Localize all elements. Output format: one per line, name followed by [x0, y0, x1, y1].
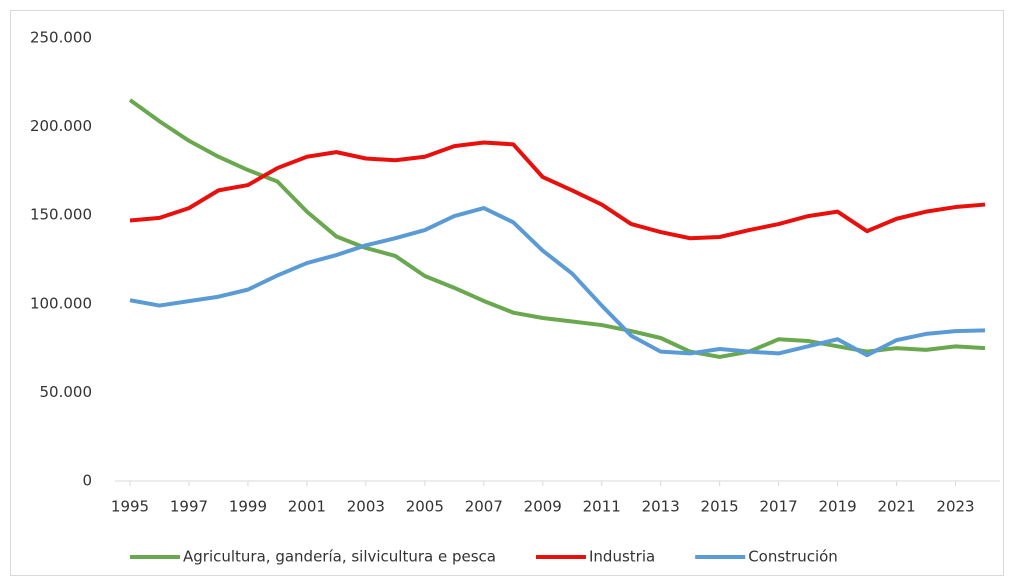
- x-tick-label: 2001: [288, 498, 326, 516]
- x-tick-label: 2017: [760, 498, 798, 516]
- y-tick-label: 150.000: [30, 206, 92, 224]
- series-line: [129, 140, 986, 241]
- legend-label: Industria: [589, 548, 655, 566]
- x-tick-label: 2021: [877, 498, 915, 516]
- legend-label: Agricultura, gandería, silvicultura e pe…: [183, 548, 496, 566]
- y-tick-label: 250.000: [30, 29, 92, 47]
- x-tick-label: 1999: [229, 498, 267, 516]
- x-tick-label: 2023: [936, 498, 974, 516]
- x-tick-label: 1995: [111, 498, 149, 516]
- chart-border: [10, 10, 1004, 576]
- x-tick-label: 2003: [347, 498, 385, 516]
- y-tick-label: 50.000: [40, 383, 93, 401]
- y-tick-label: 200.000: [30, 117, 92, 135]
- y-tick-label: 0: [82, 472, 92, 490]
- x-tick-label: 2005: [406, 498, 444, 516]
- x-tick-label: 2011: [583, 498, 621, 516]
- series-line: [128, 98, 986, 359]
- x-tick-label: 2013: [642, 498, 680, 516]
- x-tick-label: 2015: [701, 498, 739, 516]
- x-tick-label: 2007: [465, 498, 503, 516]
- x-tick-label: 2019: [818, 498, 856, 516]
- series-line: [129, 206, 986, 358]
- x-tick-label: 2009: [524, 498, 562, 516]
- y-tick-label: 100.000: [30, 294, 92, 312]
- legend-label: Construción: [748, 548, 838, 566]
- x-tick-label: 1997: [170, 498, 208, 516]
